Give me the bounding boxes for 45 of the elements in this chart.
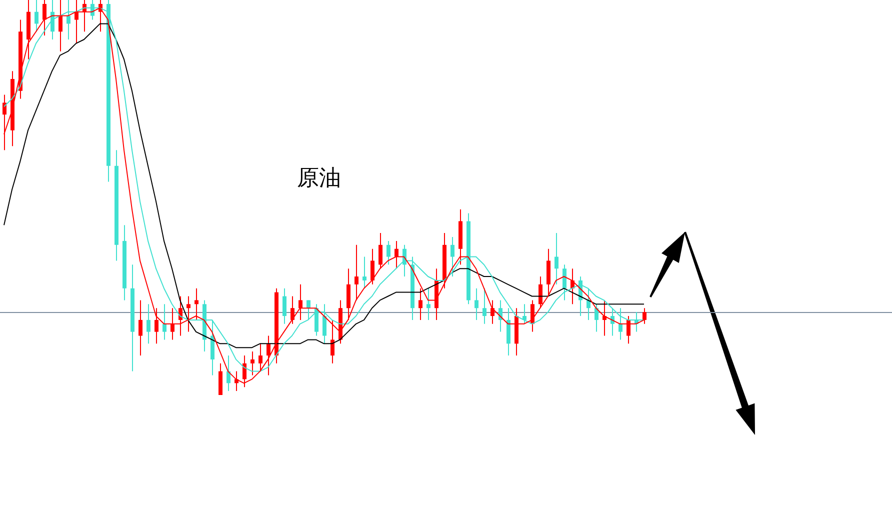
- candlestick: [418, 288, 422, 320]
- candlestick: [138, 300, 142, 356]
- candlestick: [386, 240, 390, 266]
- candlestick: [362, 256, 366, 289]
- candlestick: [34, 0, 38, 32]
- candlestick: [322, 304, 326, 344]
- candlestick: [562, 264, 566, 301]
- candlestick: [546, 248, 550, 297]
- candlestick: [346, 268, 350, 320]
- candlestick: [266, 335, 270, 376]
- candlestick: [306, 300, 310, 320]
- annotation: 原油: [297, 165, 341, 193]
- candlestick: [178, 296, 182, 336]
- candlestick: [146, 304, 150, 344]
- candlestick: [170, 308, 174, 340]
- candlestick: [394, 240, 398, 270]
- candlestick: [490, 300, 494, 324]
- candlestick: [314, 304, 318, 336]
- candlestick: [218, 362, 222, 396]
- candlestick: [594, 304, 598, 332]
- candlestick: [258, 343, 262, 372]
- candlestick: [250, 351, 254, 376]
- candlestick: [626, 316, 630, 344]
- candlestick: [162, 304, 166, 340]
- candlestick: [194, 288, 198, 320]
- candlestick: [506, 308, 510, 356]
- candlestick: [618, 308, 622, 340]
- candlestick: [474, 288, 478, 320]
- candlestick: [298, 284, 302, 320]
- candlestick: [538, 276, 542, 309]
- candlestick: [290, 296, 294, 324]
- candlestick: [554, 232, 558, 285]
- candlestick: [450, 236, 454, 277]
- candlestick: [354, 244, 358, 301]
- candlestick: [378, 232, 382, 270]
- candlestick: [226, 355, 230, 392]
- candlestick: [522, 304, 526, 324]
- candlestick: [586, 288, 590, 320]
- candlestick: [186, 296, 190, 332]
- candlestick: [482, 288, 486, 324]
- candlestick: [282, 288, 286, 324]
- candlestick: [370, 248, 374, 285]
- candlestick: [154, 308, 158, 344]
- candlestick: [426, 288, 430, 320]
- candlestick: [330, 319, 334, 364]
